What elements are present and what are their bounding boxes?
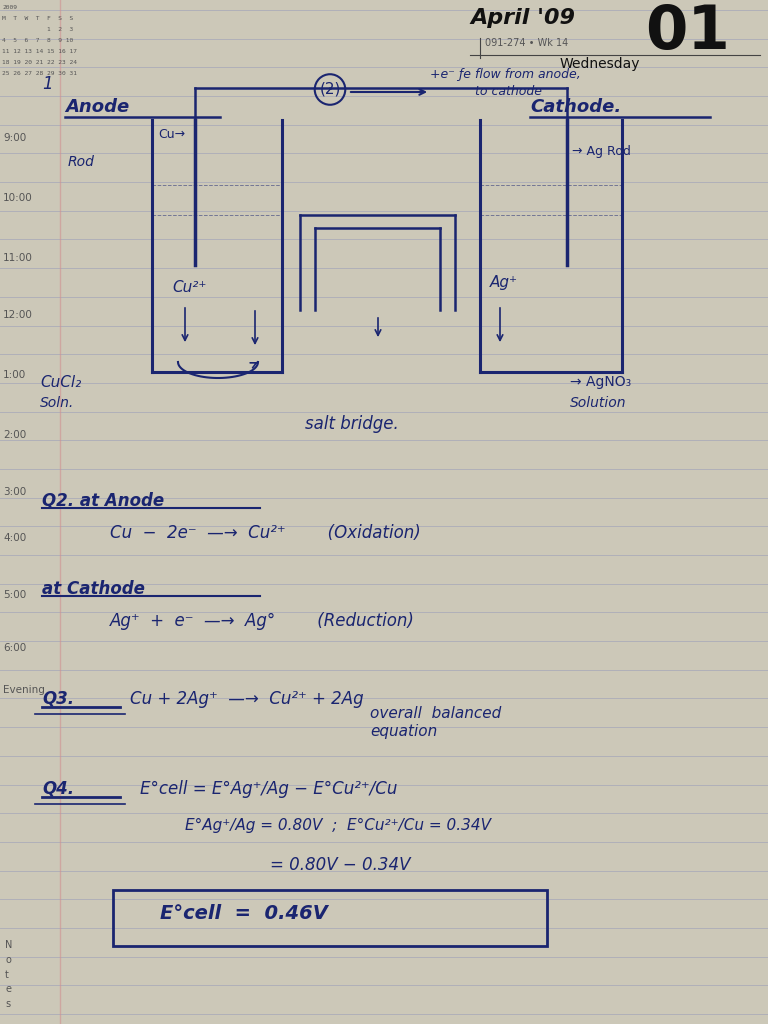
Text: → Ag Rod: → Ag Rod [572,145,631,158]
Text: Ag⁺: Ag⁺ [490,275,518,290]
Text: 10:00: 10:00 [3,193,33,203]
Text: 4  5  6  7  8  9 10: 4 5 6 7 8 9 10 [2,38,73,43]
Text: to cathode: to cathode [475,85,542,98]
Text: E°Ag⁺/Ag = 0.80V  ;  E°Cu²⁺/Cu = 0.34V: E°Ag⁺/Ag = 0.80V ; E°Cu²⁺/Cu = 0.34V [185,818,491,833]
Text: Cu + 2Ag⁺  —→  Cu²⁺ + 2Ag: Cu + 2Ag⁺ —→ Cu²⁺ + 2Ag [130,690,363,708]
Text: → AgNO₃: → AgNO₃ [570,375,631,389]
Text: 1:00: 1:00 [3,370,26,380]
Text: 1  2  3: 1 2 3 [2,27,73,32]
Text: equation: equation [370,724,437,739]
Text: Evening: Evening [3,685,45,695]
Text: E°cell  =  0.46V: E°cell = 0.46V [160,904,328,923]
Text: = 0.80V − 0.34V: = 0.80V − 0.34V [270,856,411,874]
Text: 25 26 27 28 29 30 31: 25 26 27 28 29 30 31 [2,71,77,76]
Text: Cu  −  2e⁻  —→  Cu²⁺        (Oxidation): Cu − 2e⁻ —→ Cu²⁺ (Oxidation) [110,524,421,542]
Text: 01: 01 [645,3,730,62]
Text: Rod: Rod [68,155,95,169]
Text: 091-274 • Wk 14: 091-274 • Wk 14 [485,38,568,48]
Text: April '09: April '09 [470,8,575,28]
Text: Cu²⁺: Cu²⁺ [172,280,207,295]
Text: Cu→: Cu→ [158,128,185,141]
Text: 11:00: 11:00 [3,253,33,263]
Text: +e⁻ ƒe flow from anode,: +e⁻ ƒe flow from anode, [430,68,581,81]
Text: at Cathode: at Cathode [42,580,145,598]
Text: Cathode.: Cathode. [530,98,621,116]
Text: salt bridge.: salt bridge. [305,415,399,433]
Text: 12:00: 12:00 [3,310,33,319]
Text: Soln.: Soln. [40,396,74,410]
Text: Solution: Solution [570,396,627,410]
Text: Q2. at Anode: Q2. at Anode [42,492,164,510]
Text: 4:00: 4:00 [3,534,26,543]
Text: N
o
t
e
s: N o t e s [5,940,12,1010]
Text: Anode: Anode [65,98,129,116]
Text: 1: 1 [42,75,53,93]
Text: 9:00: 9:00 [3,133,26,143]
Text: 6:00: 6:00 [3,643,26,653]
Text: (2): (2) [319,82,341,97]
Text: E°cell = E°Ag⁺/Ag − E°Cu²⁺/Cu: E°cell = E°Ag⁺/Ag − E°Cu²⁺/Cu [140,780,397,798]
Text: 3:00: 3:00 [3,487,26,497]
Text: Wednesday: Wednesday [560,57,641,71]
Text: 5:00: 5:00 [3,590,26,600]
Text: Q4.: Q4. [42,780,74,798]
Text: 11 12 13 14 15 16 17: 11 12 13 14 15 16 17 [2,49,77,54]
Text: 2009: 2009 [2,5,17,10]
Text: 18 19 20 21 22 23 24: 18 19 20 21 22 23 24 [2,60,77,65]
Text: CuCl₂: CuCl₂ [40,375,81,390]
Text: M  T  W  T  F  S  S: M T W T F S S [2,16,73,22]
Text: 2:00: 2:00 [3,430,26,440]
Text: Ag⁺  +  e⁻  —→  Ag°        (Reduction): Ag⁺ + e⁻ —→ Ag° (Reduction) [110,612,415,630]
Text: Q3.: Q3. [42,690,74,708]
Text: overall  balanced: overall balanced [370,706,502,721]
